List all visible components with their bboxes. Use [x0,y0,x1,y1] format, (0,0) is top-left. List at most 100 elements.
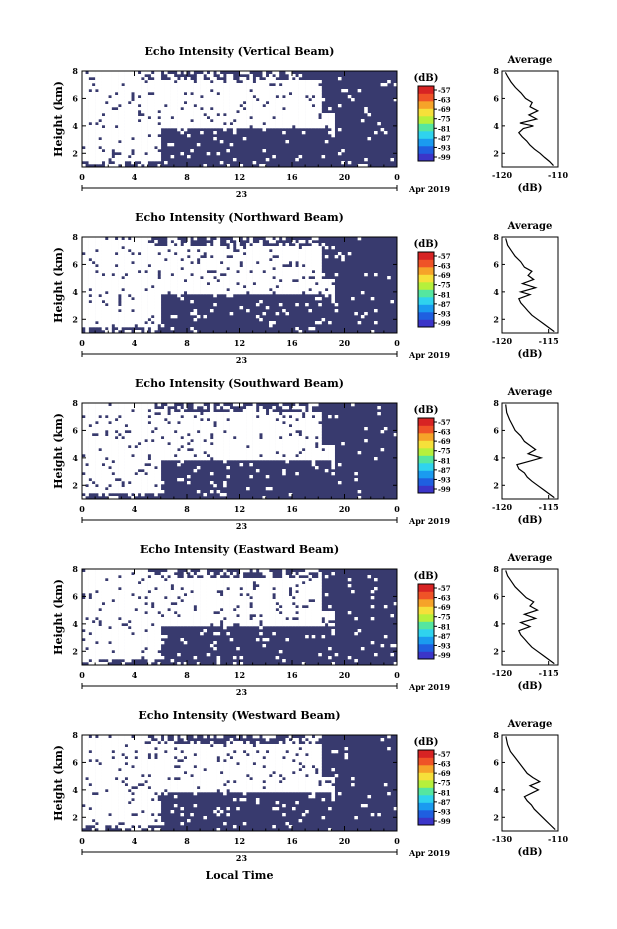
heatmap-cell-clear [137,448,142,452]
heatmap-cell-clear [308,430,312,434]
heatmap-cell-clear [223,415,227,419]
heatmap-cell-clear [216,104,221,108]
heatmap-cell-clear [124,122,129,126]
heatmap-cell-clear [131,472,135,476]
heatmap-cell-clear [114,490,119,494]
heatmap-cell-clear [187,80,191,84]
heatmap-cell-clear [134,89,139,93]
heatmap-cell-clear [219,427,224,431]
heatmap-cell-clear [108,412,112,416]
heatmap-cell-clear [154,143,158,147]
heatmap-cell-clear [305,427,309,431]
heatmap-cell-clear [278,415,283,419]
heatmap-cell-clear [216,125,221,129]
heatmap-cell-clear [275,237,280,241]
heatmap-cell-clear [88,134,93,138]
heatmap-cell-clear [203,83,207,87]
heatmap-cell-clear [144,460,148,464]
heatmap-cell-clear [242,409,247,413]
heatmap-cell-clear [167,424,171,428]
heatmap-cell-clear [249,463,253,467]
heatmap-cell-clear [95,324,99,328]
heatmap-cell-clear [170,442,175,446]
heatmap-cell-clear [118,288,122,292]
heatmap-cell-clear [187,270,191,274]
heatmap-cell-clear [118,249,122,253]
heatmap-cell-clear [111,134,116,138]
heatmap-cell-clear [236,403,240,407]
heatmap-cell-clear [216,445,221,449]
heatmap-cell-clear [213,451,217,455]
heatmap-cell-clear [213,412,217,416]
heatmap-cell-clear [249,430,253,434]
heatmap-cell-clear [167,285,171,289]
heatmap-cell-clear [127,448,132,452]
heatmap-cell-clear [298,255,303,259]
heatmap-cell-clear [275,101,280,105]
heatmap-cell-clear [144,300,148,304]
heatmap-cell-clear [108,146,112,150]
heatmap-cell-clear [292,451,296,455]
heatmap-cell-clear [285,98,290,102]
heatmap-cell-clear [150,270,155,274]
heatmap-cell-clear [150,258,155,262]
heatmap-cell-clear [262,291,267,295]
heatmap-cell-clear [114,255,119,259]
heatmap-cell-clear [150,442,155,446]
heatmap-cell-clear [213,303,217,307]
heatmap-cell-clear [183,258,188,262]
heatmap-cell-clear [85,641,89,645]
heatmap-cell-clear [137,306,142,310]
heatmap-cell-clear [249,98,253,102]
heatmap-cell-clear [114,110,119,114]
heatmap-cell-clear [200,249,204,253]
heatmap-cell-clear [88,285,93,289]
heatmap-cell-clear [85,309,89,313]
heatmap-cell-clear [157,415,162,419]
heatmap-cell-clear [144,276,148,280]
heatmap-cell-clear [111,128,116,132]
heatmap-cell-clear [190,279,194,283]
heatmap-cell-clear [154,306,158,310]
heatmap-cell-clear [114,86,119,90]
heatmap-cell-clear [196,276,201,280]
heatmap-cell-clear [121,300,125,304]
heatmap-cell-clear [147,315,152,319]
heatmap-cell-clear [223,270,227,274]
heatmap-cell-clear [157,436,162,440]
heatmap-cell-clear [196,282,201,286]
heatmap-cell-clear [308,439,312,443]
profile-x-tick-label: -110 [548,170,568,180]
heatmap-cell-clear [85,252,89,256]
heatmap-cell-clear [190,433,194,437]
heatmap-cell-clear [265,122,270,126]
heatmap-cell-clear [203,92,207,96]
heatmap-cell-clear [108,80,112,84]
heatmap-cell-clear [91,113,96,117]
heatmap-cell-clear [216,122,221,126]
heatmap-cell-clear [209,445,214,449]
heatmap-cell-clear [226,107,230,111]
heatmap-cell-clear [219,89,224,93]
heatmap-cell-clear [288,83,293,87]
heatmap-cell-clear [118,122,122,126]
heatmap-cell-clear [236,92,240,96]
heatmap-cell-clear [295,89,299,93]
heatmap-cell-clear [203,104,207,108]
heatmap-cell-clear [127,291,132,295]
heatmap-cell-clear [209,439,214,443]
heatmap-cell-clear [183,451,188,455]
day-label: 23 [236,189,248,199]
heatmap-cell-clear [91,128,96,132]
heatmap-cell-clear [137,463,142,467]
heatmap-cell-clear [305,421,309,425]
heatmap-cell-clear [127,86,132,90]
heatmap-cell-clear [131,77,135,81]
heatmap-cell-clear [154,134,158,138]
heatmap-cell-clear [314,291,319,295]
heatmap-cell-clear [160,291,165,295]
heatmap-cell-clear [275,430,280,434]
heatmap-cell-clear [301,122,306,126]
heatmap-cell-clear [288,285,293,289]
heatmap-cell-clear [236,101,240,105]
